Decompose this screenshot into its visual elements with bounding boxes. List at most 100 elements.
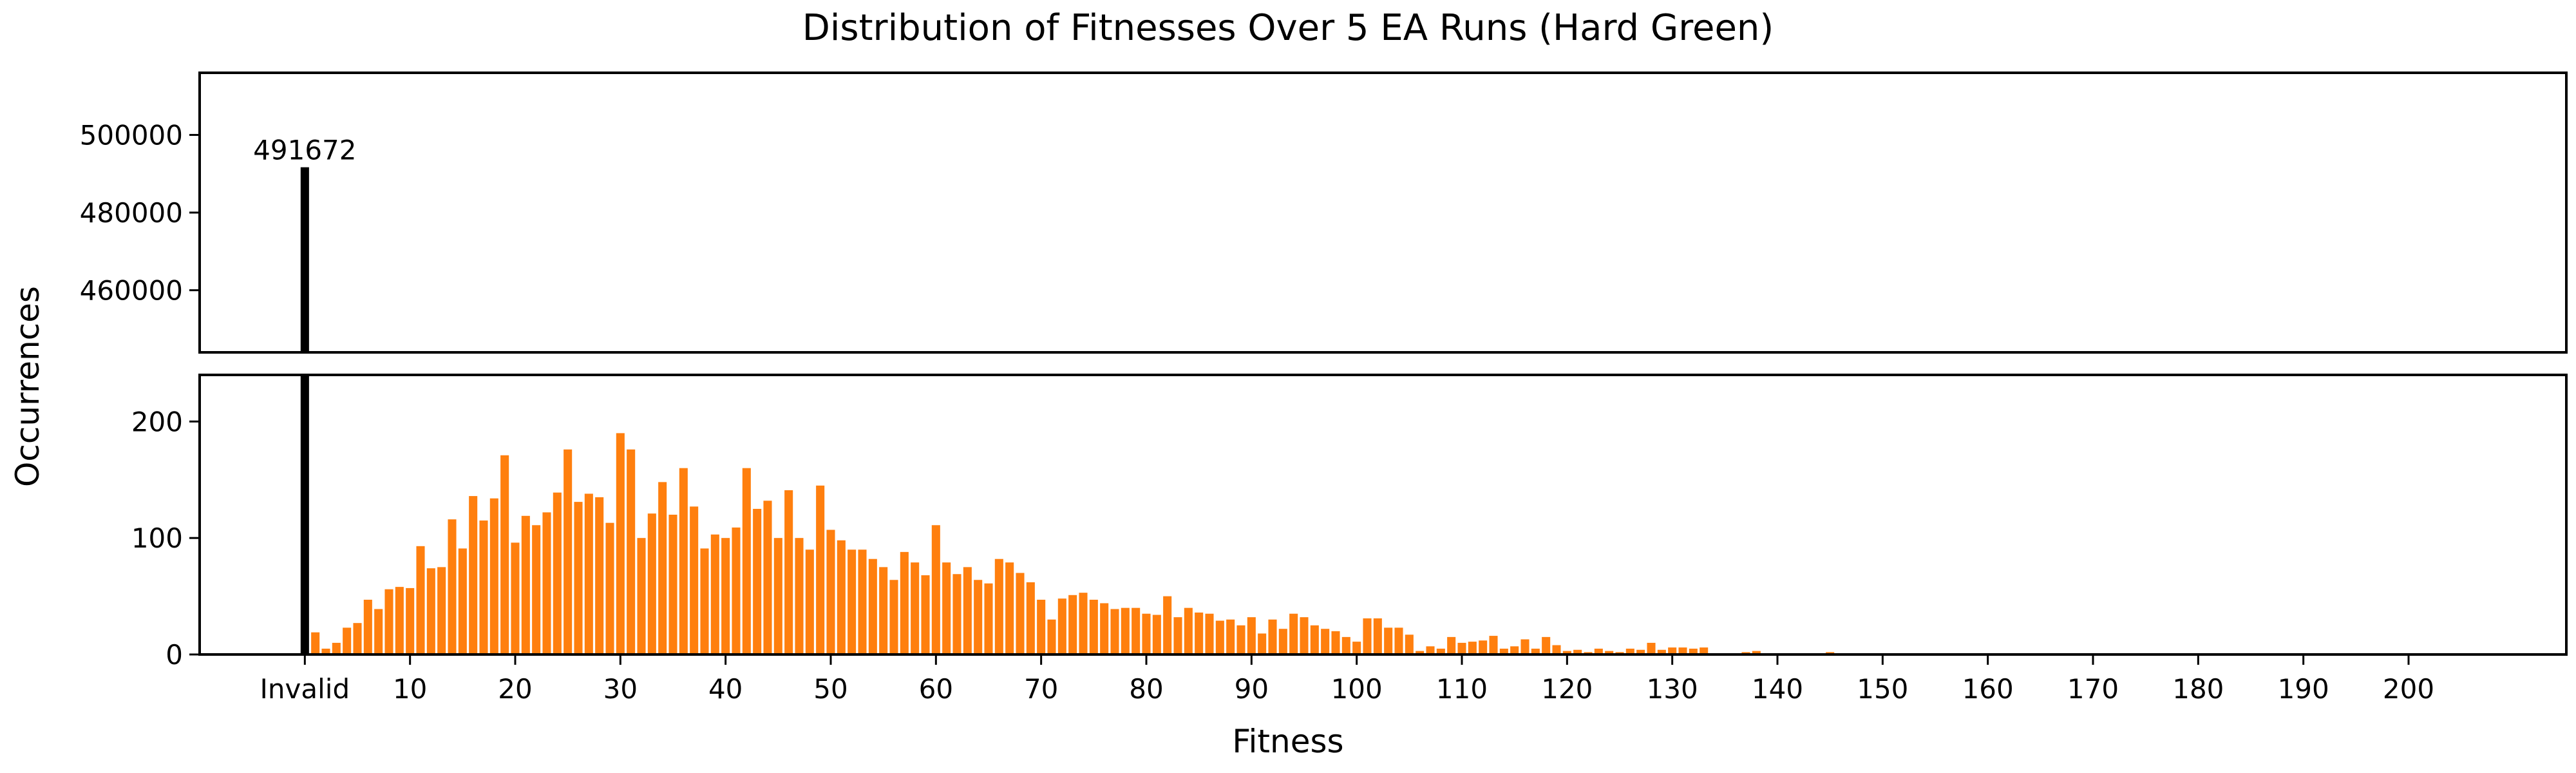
x-tick-label: 10	[393, 673, 427, 705]
fitness-bar	[469, 496, 478, 654]
fitness-bar	[837, 540, 846, 654]
invalid-bar-top	[300, 167, 309, 352]
fitness-bar	[1057, 598, 1066, 654]
fitness-bar	[489, 498, 498, 654]
fitness-bar	[1689, 648, 1698, 654]
fitness-bar	[1479, 640, 1488, 654]
fitness-bar	[1416, 651, 1425, 654]
y-tick-label: 100	[131, 522, 183, 554]
fitness-bar	[1447, 636, 1456, 654]
fitness-bar	[931, 525, 940, 654]
fitness-bar	[1657, 649, 1666, 654]
fitness-bar	[521, 515, 530, 654]
fitness-bar	[1184, 607, 1193, 654]
fitness-bar	[1195, 612, 1204, 654]
fitness-bar	[742, 468, 751, 654]
fitness-bar	[448, 519, 457, 654]
fitness-bar	[637, 538, 646, 654]
x-axis-label: Fitness	[1232, 723, 1343, 760]
fitness-bar	[679, 468, 688, 654]
x-tick-label: 110	[1436, 673, 1488, 705]
fitness-bar	[1426, 646, 1435, 654]
fitness-bar	[1226, 619, 1235, 654]
fitness-bar	[1110, 609, 1119, 654]
fitness-bar	[437, 567, 446, 654]
fitness-bar	[1562, 651, 1571, 654]
fitness-bar	[1678, 647, 1687, 654]
fitness-bar	[1258, 633, 1267, 654]
x-tick-label: 100	[1331, 673, 1383, 705]
fitness-bar	[553, 492, 562, 654]
x-tick-label: 80	[1129, 673, 1163, 705]
y-tick-label: 480000	[80, 197, 183, 229]
fitness-bar	[500, 455, 509, 654]
fitness-bar	[1573, 649, 1582, 654]
y-tick-label: 460000	[80, 275, 183, 307]
fitness-bar	[1310, 625, 1319, 654]
x-tick-label: 50	[813, 673, 848, 705]
y-tick-label: 500000	[80, 119, 183, 151]
fitness-bar	[1236, 625, 1245, 654]
fitness-bar	[773, 538, 782, 654]
x-tick-label: 200	[2383, 673, 2434, 705]
fitness-bar	[994, 558, 1003, 654]
fitness-bar	[479, 520, 488, 654]
fitness-bar	[1331, 631, 1340, 654]
fitness-bar	[384, 589, 393, 654]
fitness-bar	[1531, 648, 1540, 654]
y-tick-label: 0	[166, 639, 183, 671]
fitness-bar	[848, 549, 857, 654]
fitness-bar	[627, 449, 636, 654]
fitness-bar	[1047, 619, 1056, 654]
fitness-bar	[416, 546, 425, 654]
fitness-bar	[406, 587, 415, 654]
fitness-bar	[763, 501, 772, 654]
fitness-bar	[1668, 647, 1677, 654]
fitness-bar	[1321, 629, 1330, 654]
y-tick-label: 200	[131, 406, 183, 437]
fitness-bar	[1636, 649, 1645, 654]
fitness-bar	[1079, 593, 1088, 654]
fitness-bar	[668, 515, 677, 654]
chart-title: Distribution of Fitnesses Over 5 EA Runs…	[802, 7, 1774, 49]
top-panel-frame	[198, 72, 2568, 354]
fitness-bar	[1142, 613, 1151, 654]
x-tick-label: Invalid	[260, 673, 350, 705]
fitness-bar	[921, 575, 930, 654]
fitness-bar	[1121, 607, 1130, 654]
fitness-bar	[721, 538, 730, 654]
fitness-bar	[868, 558, 877, 654]
x-tick-label: 130	[1647, 673, 1698, 705]
fitness-bar	[784, 490, 793, 654]
fitness-bar	[1436, 648, 1445, 654]
fitness-bar	[1457, 642, 1466, 654]
fitness-bar	[753, 508, 762, 654]
fitness-bar	[710, 534, 719, 654]
fitness-bar	[1647, 642, 1656, 654]
bottom-panel: 0 100 200 Invalid 10 20 30 40 50 60 70 80 90 100 110 12…	[131, 375, 2434, 705]
fitness-bar	[1037, 600, 1046, 654]
fitness-bar	[1499, 648, 1508, 654]
fitness-bar	[658, 482, 667, 654]
fitness-bar	[343, 627, 352, 654]
fitness-bar	[984, 583, 993, 654]
x-tick-label: 120	[1541, 673, 1593, 705]
fitness-bar	[1132, 607, 1141, 654]
y-axis-label: Occurrences	[9, 286, 46, 487]
fitness-bar	[952, 574, 961, 654]
fitness-bar	[974, 580, 983, 654]
fitness-bar	[700, 548, 709, 654]
invalid-bar-bottom	[300, 375, 309, 654]
fitness-bar	[805, 549, 814, 654]
fitness-bar	[426, 568, 435, 654]
fitness-bar	[942, 562, 951, 654]
fitness-bar	[1542, 636, 1551, 654]
x-tick-label: 170	[2067, 673, 2119, 705]
fitness-bar	[1341, 636, 1350, 654]
fitness-bar	[889, 580, 898, 654]
fitness-bar	[1268, 619, 1277, 654]
fitness-bar	[542, 512, 551, 654]
fitness-bar	[395, 587, 404, 654]
fitness-bar	[616, 433, 625, 654]
